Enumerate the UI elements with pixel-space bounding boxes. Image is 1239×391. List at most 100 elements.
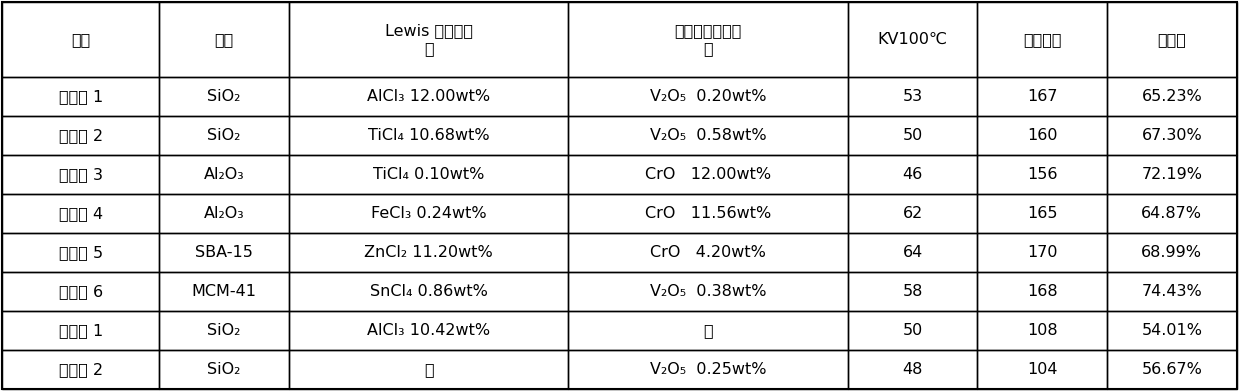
Bar bbox=[289, 2, 569, 77]
Text: 104: 104 bbox=[1027, 362, 1057, 377]
Text: 64.87%: 64.87% bbox=[1141, 206, 1202, 221]
Text: 68.99%: 68.99% bbox=[1141, 245, 1202, 260]
Bar bbox=[1106, 272, 1237, 311]
Text: 74.43%: 74.43% bbox=[1141, 284, 1202, 299]
Text: 168: 168 bbox=[1027, 284, 1058, 299]
Bar bbox=[569, 194, 847, 233]
Text: 载体: 载体 bbox=[214, 32, 234, 47]
Text: 实施例 2: 实施例 2 bbox=[58, 128, 103, 143]
Text: 64: 64 bbox=[902, 245, 923, 260]
Bar bbox=[978, 2, 1106, 77]
Bar bbox=[569, 311, 847, 350]
Text: 170: 170 bbox=[1027, 245, 1057, 260]
Bar bbox=[569, 2, 847, 77]
Bar bbox=[160, 350, 289, 389]
Text: ZnCl₂ 11.20wt%: ZnCl₂ 11.20wt% bbox=[364, 245, 493, 260]
Text: SiO₂: SiO₂ bbox=[207, 323, 240, 338]
Bar bbox=[160, 155, 289, 194]
Text: 65.23%: 65.23% bbox=[1141, 89, 1202, 104]
Text: 62: 62 bbox=[902, 206, 923, 221]
Text: Lewis 金属负载
量: Lewis 金属负载 量 bbox=[384, 23, 472, 56]
Bar bbox=[160, 2, 289, 77]
Bar bbox=[289, 116, 569, 155]
Text: 实施例 1: 实施例 1 bbox=[58, 89, 103, 104]
Bar bbox=[2, 194, 160, 233]
Text: TiCl₄ 0.10wt%: TiCl₄ 0.10wt% bbox=[373, 167, 484, 182]
Bar bbox=[1106, 155, 1237, 194]
Bar bbox=[289, 233, 569, 272]
Text: 167: 167 bbox=[1027, 89, 1057, 104]
Bar bbox=[569, 233, 847, 272]
Bar bbox=[160, 311, 289, 350]
Bar bbox=[1106, 350, 1237, 389]
Text: V₂O₅  0.20wt%: V₂O₅ 0.20wt% bbox=[650, 89, 767, 104]
Bar bbox=[978, 272, 1106, 311]
Bar bbox=[978, 155, 1106, 194]
Text: SnCl₄ 0.86wt%: SnCl₄ 0.86wt% bbox=[369, 284, 487, 299]
Bar bbox=[2, 233, 160, 272]
Bar bbox=[978, 233, 1106, 272]
Bar bbox=[2, 311, 160, 350]
Text: 对比例 2: 对比例 2 bbox=[58, 362, 103, 377]
Bar bbox=[160, 272, 289, 311]
Text: SiO₂: SiO₂ bbox=[207, 128, 240, 143]
Text: 实施例 4: 实施例 4 bbox=[58, 206, 103, 221]
Bar bbox=[847, 77, 978, 116]
Bar bbox=[847, 233, 978, 272]
Bar bbox=[847, 194, 978, 233]
Bar bbox=[847, 2, 978, 77]
Text: SBA-15: SBA-15 bbox=[195, 245, 253, 260]
Text: CrO   11.56wt%: CrO 11.56wt% bbox=[646, 206, 771, 221]
Bar bbox=[289, 155, 569, 194]
Text: AlCl₃ 12.00wt%: AlCl₃ 12.00wt% bbox=[367, 89, 491, 104]
Text: CrO   4.20wt%: CrO 4.20wt% bbox=[650, 245, 766, 260]
Text: 编号: 编号 bbox=[72, 32, 90, 47]
Bar bbox=[847, 311, 978, 350]
Bar bbox=[289, 272, 569, 311]
Bar bbox=[1106, 194, 1237, 233]
Text: 46: 46 bbox=[902, 167, 923, 182]
Text: 转化率: 转化率 bbox=[1157, 32, 1186, 47]
Text: 67.30%: 67.30% bbox=[1141, 128, 1202, 143]
Bar bbox=[569, 77, 847, 116]
Bar bbox=[978, 116, 1106, 155]
Text: 无: 无 bbox=[704, 323, 712, 338]
Bar bbox=[569, 350, 847, 389]
Text: AlCl₃ 10.42wt%: AlCl₃ 10.42wt% bbox=[367, 323, 491, 338]
Bar bbox=[2, 116, 160, 155]
Bar bbox=[978, 311, 1106, 350]
Bar bbox=[289, 194, 569, 233]
Text: CrO   12.00wt%: CrO 12.00wt% bbox=[646, 167, 771, 182]
Bar bbox=[847, 116, 978, 155]
Text: KV100℃: KV100℃ bbox=[877, 32, 948, 47]
Bar bbox=[569, 116, 847, 155]
Bar bbox=[160, 77, 289, 116]
Text: SiO₂: SiO₂ bbox=[207, 362, 240, 377]
Text: 72.19%: 72.19% bbox=[1141, 167, 1202, 182]
Text: 56.67%: 56.67% bbox=[1141, 362, 1202, 377]
Text: MCM-41: MCM-41 bbox=[192, 284, 256, 299]
Text: 实施例 3: 实施例 3 bbox=[59, 167, 103, 182]
Text: 50: 50 bbox=[902, 128, 923, 143]
Bar bbox=[289, 350, 569, 389]
Bar bbox=[847, 350, 978, 389]
Bar bbox=[847, 272, 978, 311]
Text: 54.01%: 54.01% bbox=[1141, 323, 1202, 338]
Bar bbox=[160, 116, 289, 155]
Text: FeCl₃ 0.24wt%: FeCl₃ 0.24wt% bbox=[370, 206, 487, 221]
Text: SiO₂: SiO₂ bbox=[207, 89, 240, 104]
Text: 165: 165 bbox=[1027, 206, 1057, 221]
Text: 58: 58 bbox=[902, 284, 923, 299]
Bar bbox=[978, 350, 1106, 389]
Bar bbox=[2, 77, 160, 116]
Text: Al₂O₃: Al₂O₃ bbox=[203, 167, 244, 182]
Text: 53: 53 bbox=[902, 89, 923, 104]
Bar bbox=[978, 77, 1106, 116]
Text: 48: 48 bbox=[902, 362, 923, 377]
Bar bbox=[1106, 116, 1237, 155]
Text: 156: 156 bbox=[1027, 167, 1057, 182]
Bar bbox=[289, 77, 569, 116]
Bar bbox=[2, 350, 160, 389]
Text: V₂O₅  0.38wt%: V₂O₅ 0.38wt% bbox=[650, 284, 767, 299]
Bar bbox=[2, 2, 160, 77]
